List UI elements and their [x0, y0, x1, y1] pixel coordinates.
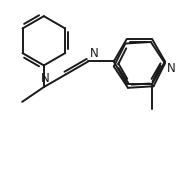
Text: N: N: [90, 48, 99, 60]
Text: N: N: [167, 63, 176, 75]
Text: N: N: [40, 72, 49, 85]
